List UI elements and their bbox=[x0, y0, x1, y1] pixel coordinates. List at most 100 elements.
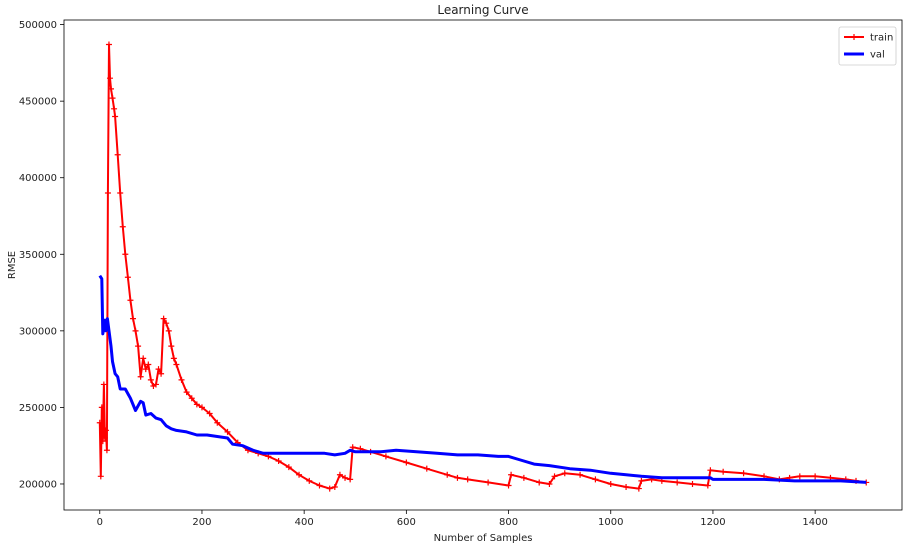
data-point bbox=[137, 373, 144, 380]
data-point bbox=[155, 366, 162, 373]
axes-layer: 0 200 400 600 800 1000 1200 1400 200000 250000 300… bbox=[19, 19, 903, 528]
data-point bbox=[129, 315, 136, 322]
data-point bbox=[638, 477, 645, 484]
data-point bbox=[275, 458, 282, 464]
legend-label: train bbox=[870, 33, 893, 44]
x-tick-label: 1000 bbox=[598, 517, 623, 528]
data-point bbox=[485, 479, 492, 486]
y-tick-label: 300000 bbox=[19, 326, 57, 337]
data-point bbox=[592, 476, 599, 483]
data-point bbox=[170, 355, 177, 362]
data-point bbox=[505, 482, 512, 489]
legend-entry-val: val bbox=[844, 50, 885, 61]
data-point bbox=[178, 376, 185, 383]
data-point bbox=[142, 366, 149, 373]
data-point bbox=[127, 297, 134, 304]
data-point bbox=[326, 485, 333, 492]
data-point bbox=[382, 453, 389, 460]
data-point bbox=[306, 477, 313, 484]
data-point bbox=[103, 447, 110, 454]
data-point bbox=[152, 381, 159, 388]
x-tick-label: 1200 bbox=[700, 517, 725, 528]
data-point bbox=[100, 381, 107, 388]
data-point bbox=[183, 389, 190, 396]
data-point bbox=[104, 190, 111, 197]
data-point bbox=[296, 471, 303, 478]
data-point bbox=[158, 370, 165, 377]
data-point bbox=[464, 476, 471, 483]
data-point bbox=[812, 473, 819, 480]
data-point bbox=[224, 428, 231, 435]
data-point bbox=[165, 327, 172, 334]
data-point bbox=[193, 401, 200, 408]
x-tick-label: 200 bbox=[192, 517, 211, 528]
data-point bbox=[704, 482, 711, 489]
data-point bbox=[316, 482, 323, 489]
legend-entry-train: train bbox=[844, 33, 893, 44]
y-tick-label: 250000 bbox=[19, 403, 57, 414]
data-point bbox=[454, 474, 461, 481]
y-axis-label: RMSE bbox=[7, 251, 18, 279]
data-point bbox=[536, 479, 543, 486]
data-point bbox=[403, 459, 410, 466]
data-point bbox=[106, 75, 113, 82]
x-tick-label: 600 bbox=[397, 517, 416, 528]
data-point bbox=[674, 479, 681, 486]
data-point bbox=[122, 251, 129, 258]
data-point bbox=[112, 113, 119, 120]
series-line-val bbox=[98, 274, 867, 484]
data-point bbox=[796, 473, 803, 480]
series-layer bbox=[96, 41, 870, 492]
legend-label: val bbox=[870, 50, 885, 61]
data-point bbox=[214, 419, 221, 426]
data-point bbox=[145, 361, 152, 368]
data-point bbox=[347, 476, 354, 483]
data-point bbox=[331, 484, 338, 491]
data-point bbox=[689, 480, 696, 487]
data-point bbox=[101, 435, 108, 442]
data-point bbox=[198, 404, 205, 411]
y-tick-label: 350000 bbox=[19, 250, 57, 261]
data-point bbox=[102, 427, 109, 434]
data-point bbox=[147, 376, 154, 383]
y-tick-label: 450000 bbox=[19, 97, 57, 108]
x-tick-label: 0 bbox=[97, 517, 103, 528]
plot-background bbox=[64, 20, 902, 510]
data-point bbox=[349, 444, 356, 451]
data-point bbox=[546, 480, 553, 487]
chart-title: Learning Curve bbox=[437, 3, 528, 17]
data-point bbox=[96, 419, 103, 426]
data-point bbox=[173, 361, 180, 368]
data-point bbox=[607, 480, 614, 487]
data-point bbox=[285, 464, 292, 471]
data-point bbox=[117, 190, 124, 197]
data-point bbox=[707, 467, 714, 474]
axes-frame bbox=[63, 19, 903, 511]
data-point bbox=[108, 85, 115, 92]
legend: train val bbox=[838, 26, 897, 66]
data-point bbox=[508, 471, 515, 478]
data-point bbox=[188, 395, 195, 402]
data-point bbox=[140, 355, 147, 362]
data-point bbox=[98, 404, 105, 411]
data-point bbox=[99, 438, 106, 445]
y-tick-label: 500000 bbox=[19, 20, 57, 31]
data-point bbox=[342, 474, 349, 481]
data-point bbox=[561, 470, 568, 477]
data-point bbox=[635, 485, 642, 492]
data-point bbox=[623, 484, 630, 491]
data-point bbox=[740, 470, 747, 477]
data-point bbox=[423, 465, 430, 472]
y-tick-label: 400000 bbox=[19, 173, 57, 184]
data-point bbox=[132, 327, 139, 334]
data-point bbox=[111, 105, 118, 112]
data-point bbox=[135, 343, 142, 350]
data-point bbox=[124, 274, 131, 281]
series-train bbox=[96, 41, 870, 492]
data-point bbox=[720, 468, 727, 475]
x-tick-label: 800 bbox=[499, 517, 518, 528]
series-val bbox=[98, 274, 867, 484]
data-point bbox=[105, 41, 112, 48]
x-tick-label: 1400 bbox=[802, 517, 827, 528]
